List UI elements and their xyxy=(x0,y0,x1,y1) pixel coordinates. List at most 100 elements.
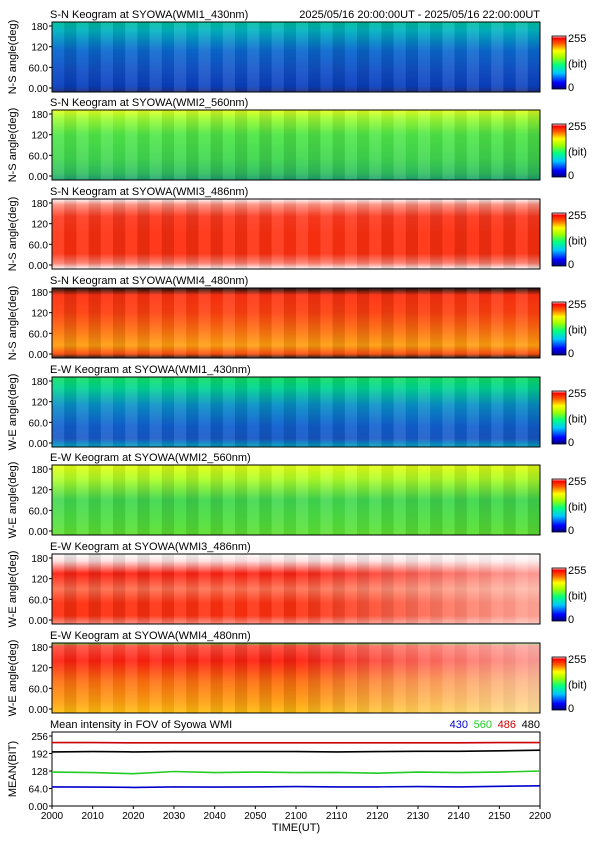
keogram-band xyxy=(491,22,504,92)
keogram-band xyxy=(381,22,394,92)
keogram-fade xyxy=(52,554,540,624)
keogram-band xyxy=(344,199,357,269)
colorbar xyxy=(551,35,567,90)
keogram-panel-2: S-N Keogram at SYOWA(WMI2_560nm)180 120 60… xyxy=(7,97,587,183)
colorbar-min-label: 0 xyxy=(568,348,574,360)
keogram-image xyxy=(52,377,540,447)
keogram-band xyxy=(283,288,296,358)
legend-entry-486: 486 xyxy=(498,719,516,731)
y-tick-label: 180 xyxy=(31,199,48,210)
keogram-band xyxy=(430,110,443,180)
keogram-band xyxy=(161,377,174,447)
keogram-band xyxy=(76,288,89,358)
y-tick-label: 0.00 xyxy=(29,439,49,450)
panel-title: E-W Keogram at SYOWA(WMI2_560nm) xyxy=(50,452,251,464)
keogram-band xyxy=(198,288,211,358)
keogram-band xyxy=(491,465,504,535)
keogram-band xyxy=(418,377,431,447)
y-tick-label: 60.0 xyxy=(29,63,49,74)
keogram-band xyxy=(283,377,296,447)
keogram-band xyxy=(222,199,235,269)
keogram-panel-6: E-W Keogram at SYOWA(WMI2_560nm)180 120 60… xyxy=(7,452,587,538)
keogram-band xyxy=(503,288,516,358)
x-tick-label: 2020 xyxy=(122,811,145,822)
panel-title: E-W Keogram at SYOWA(WMI4_480nm) xyxy=(50,630,251,642)
keogram-band xyxy=(393,465,406,535)
panel-title: S-N Keogram at SYOWA(WMI4_480nm) xyxy=(50,275,248,287)
keogram-band xyxy=(198,199,211,269)
keogram-band xyxy=(466,22,479,92)
keogram-band xyxy=(247,199,260,269)
keogram-band xyxy=(283,199,296,269)
keogram-band xyxy=(210,377,223,447)
keogram-band xyxy=(479,22,492,92)
keogram-image xyxy=(52,465,540,535)
series-line-560 xyxy=(51,770,541,775)
keogram-band xyxy=(161,465,174,535)
keogram-band xyxy=(430,377,443,447)
y-tick-label: 180 xyxy=(31,288,48,299)
keogram-band xyxy=(88,465,101,535)
keogram-band xyxy=(222,22,235,92)
keogram-band xyxy=(149,22,162,92)
legend-entry-430: 430 xyxy=(450,719,468,731)
keogram-band xyxy=(357,465,370,535)
keogram-band xyxy=(405,465,418,535)
keogram-band xyxy=(186,110,199,180)
keogram-band xyxy=(52,22,65,92)
keogram-band xyxy=(296,377,309,447)
x-tick-label: 2150 xyxy=(488,811,511,822)
keogram-fade xyxy=(52,643,540,713)
y-tick-label: 60.0 xyxy=(29,684,49,695)
keogram-band xyxy=(100,110,113,180)
keogram-band xyxy=(235,110,248,180)
keogram-band xyxy=(405,199,418,269)
keogram-band xyxy=(259,465,272,535)
colorbar xyxy=(551,656,567,711)
x-tick-label: 2120 xyxy=(366,811,389,822)
keogram-band xyxy=(369,288,382,358)
y-tick-label: 120 xyxy=(31,575,48,586)
keogram-band xyxy=(369,22,382,92)
keogram-band xyxy=(100,199,113,269)
keogram-band xyxy=(344,465,357,535)
colorbar xyxy=(551,212,567,267)
keogram-band xyxy=(320,465,333,535)
x-tick-label: 2040 xyxy=(204,811,227,822)
keogram-band xyxy=(332,288,345,358)
x-tick-label: 2110 xyxy=(326,811,348,822)
panel-frame xyxy=(51,553,541,625)
x-tick-label: 2140 xyxy=(448,811,471,822)
keogram-band xyxy=(174,465,187,535)
colorbar xyxy=(551,301,567,356)
keogram-band xyxy=(247,110,260,180)
keogram-band xyxy=(137,377,150,447)
keogram-band xyxy=(296,465,309,535)
y-tick-label: 0.00 xyxy=(29,616,49,627)
keogram-band xyxy=(52,288,65,358)
keogram-band xyxy=(466,288,479,358)
keogram-band xyxy=(259,199,272,269)
keogram-panel-5: E-W Keogram at SYOWA(WMI1_430nm)180 120 60… xyxy=(7,364,587,450)
y-tick-label: 60.0 xyxy=(29,329,49,340)
keogram-band xyxy=(344,288,357,358)
legend-entry-560: 560 xyxy=(474,719,492,731)
line-chart-title: Mean intensity in FOV of Syowa WMI xyxy=(50,719,232,731)
keogram-band xyxy=(137,465,150,535)
keogram-band xyxy=(64,377,77,447)
keogram-band xyxy=(405,377,418,447)
keogram-band xyxy=(137,199,150,269)
y-tick-label: 60.0 xyxy=(29,506,49,517)
keogram-band xyxy=(76,22,89,92)
keogram-band xyxy=(515,110,528,180)
y-tick-label: 0.00 xyxy=(29,705,49,716)
colorbar-min-label: 0 xyxy=(568,82,574,94)
keogram-band xyxy=(479,465,492,535)
keogram-band xyxy=(369,199,382,269)
y-tick-label: 120 xyxy=(31,486,48,497)
keogram-band xyxy=(430,199,443,269)
keogram-band xyxy=(479,288,492,358)
colorbar-unit-label: (bit) xyxy=(568,236,587,248)
y-axis-label: W-E angle(deg) xyxy=(7,374,19,451)
x-tick-label: 2100 xyxy=(285,811,308,822)
